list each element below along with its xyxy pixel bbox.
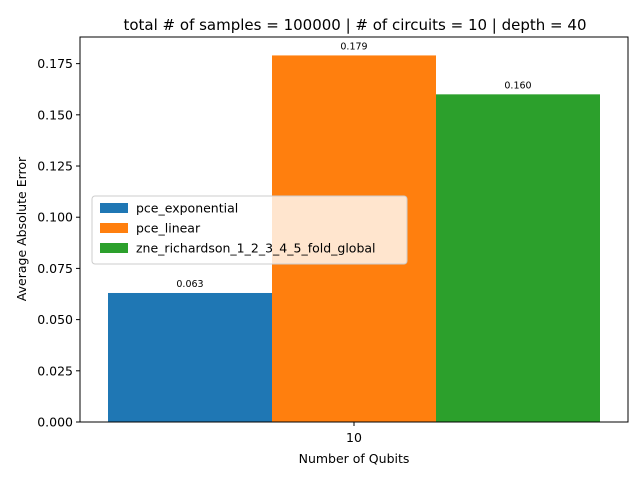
y-tick-label: 0.075 — [37, 261, 73, 276]
legend-label-pce_exponential: pce_exponential — [136, 201, 238, 216]
data-label-zne_richardson_1_2_3_4_5_fold_global: 0.160 — [504, 80, 531, 91]
y-tick-label: 0.150 — [37, 107, 73, 122]
legend-box — [91, 195, 408, 265]
y-tick-label: 0.125 — [37, 159, 73, 174]
y-tick-label: 0.000 — [37, 415, 73, 430]
data-label-pce_exponential: 0.063 — [176, 279, 203, 290]
legend-label-zne_richardson_1_2_3_4_5_fold_global: zne_richardson_1_2_3_4_5_fold_global — [136, 241, 376, 256]
x-axis-label: Number of Qubits — [299, 451, 410, 466]
legend-swatch-pce_linear — [100, 223, 128, 233]
chart-title: total # of samples = 100000 | # of circu… — [123, 16, 586, 34]
y-tick-label: 0.175 — [37, 56, 73, 71]
legend-swatch-pce_exponential — [100, 203, 128, 213]
legend: pce_exponential pce_linear zne_richardson_… — [91, 195, 408, 265]
bar-pce_exponential — [108, 292, 272, 422]
y-tick-label: 0.050 — [37, 312, 73, 327]
y-tick-label: 0.025 — [37, 363, 73, 378]
x-axis: 10 — [346, 422, 362, 445]
legend-label-pce_linear: pce_linear — [136, 221, 201, 236]
y-tick-label: 0.100 — [37, 210, 73, 225]
data-label-pce_linear: 0.179 — [340, 41, 367, 52]
y-axis: 0.000 0.025 0.050 0.075 0.100 0.125 0.150 0.175 — [37, 56, 80, 430]
y-axis-label: Average Absolute Error — [14, 156, 29, 301]
data-labels-group: 0.063 0.179 0.160 — [176, 41, 531, 290]
x-tick-label: 10 — [346, 430, 362, 445]
legend-swatch-zne_richardson_1_2_3_4_5_fold_global — [100, 243, 128, 253]
bar-zne_richardson_1_2_3_4_5_fold_global — [436, 94, 600, 422]
